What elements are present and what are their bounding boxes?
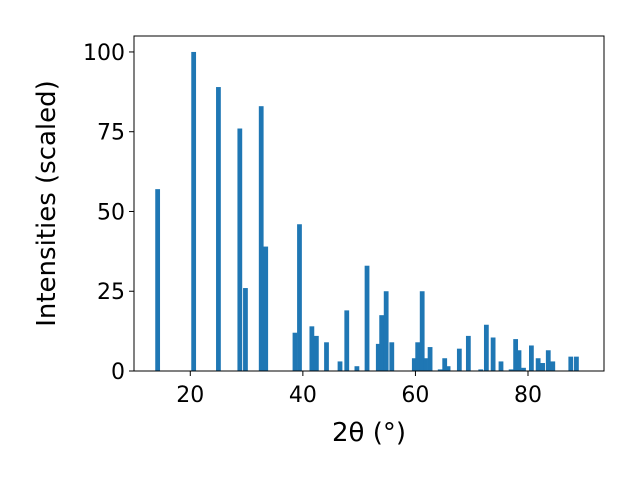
bar	[292, 332, 298, 371]
bar	[545, 350, 551, 371]
bar	[237, 128, 243, 371]
bar	[540, 363, 546, 371]
bar	[155, 189, 161, 371]
bar	[379, 315, 385, 371]
x-axis-label: 2θ (°)	[332, 418, 406, 448]
bar	[389, 342, 395, 371]
y-tick-label: 25	[97, 280, 125, 305]
y-axis-label: Intensities (scaled)	[32, 80, 62, 327]
bar	[364, 265, 370, 371]
bar	[216, 87, 221, 372]
y-tick-label: 0	[111, 360, 125, 385]
bar	[574, 356, 579, 371]
bar	[529, 345, 534, 371]
plot-frame	[133, 35, 605, 372]
bar	[383, 291, 389, 371]
bar	[465, 335, 471, 371]
bar	[344, 310, 350, 371]
bar	[478, 369, 484, 371]
bar	[324, 342, 329, 371]
bar	[498, 361, 504, 371]
x-tick-label: 80	[514, 383, 542, 408]
x-tick-label: 20	[176, 383, 204, 408]
bar	[508, 369, 514, 371]
bar	[354, 366, 360, 371]
bar	[258, 106, 264, 371]
bar	[445, 366, 451, 371]
bar	[309, 326, 315, 371]
y-tick-label: 100	[83, 41, 125, 66]
bar	[243, 288, 248, 371]
x-tick-label: 60	[401, 383, 429, 408]
bar	[263, 246, 269, 371]
bar	[313, 335, 319, 371]
bar	[442, 358, 448, 371]
bar	[437, 369, 443, 371]
x-ticks: 20 40 60 80	[176, 371, 542, 408]
bar	[490, 337, 496, 371]
bar	[375, 343, 381, 371]
y-ticks: 0 25 50 75 100	[83, 41, 134, 385]
bar	[337, 361, 343, 371]
bar	[419, 291, 425, 371]
bar	[513, 339, 519, 371]
bar	[521, 367, 526, 371]
bar	[568, 356, 574, 371]
bars-group	[155, 51, 579, 372]
bar	[427, 347, 433, 371]
bar	[411, 358, 417, 371]
bar	[415, 342, 421, 371]
bar	[550, 361, 556, 371]
bar	[423, 358, 428, 371]
y-tick-label: 75	[97, 121, 125, 146]
bar	[535, 358, 541, 371]
bar	[297, 224, 302, 371]
x-tick-label: 40	[289, 383, 317, 408]
bar	[516, 350, 522, 371]
bar	[456, 348, 462, 371]
bar	[483, 324, 489, 371]
y-tick-label: 50	[97, 200, 125, 225]
bar	[191, 51, 197, 371]
